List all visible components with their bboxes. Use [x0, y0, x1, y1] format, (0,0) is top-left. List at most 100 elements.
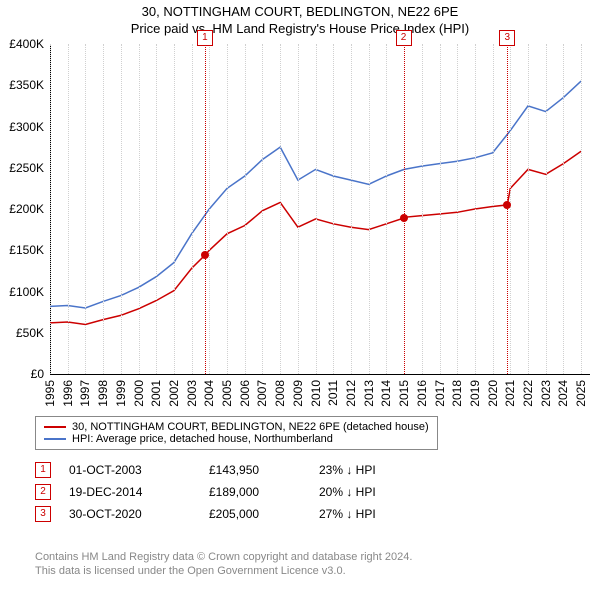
x-gridline	[546, 44, 547, 374]
events-table-row: 2 19-DEC-2014£189,00020% ↓ HPI	[35, 484, 429, 500]
x-gridline	[528, 44, 529, 374]
x-tick-label: 2016	[415, 380, 429, 407]
x-gridline	[475, 44, 476, 374]
x-tick-label: 2000	[132, 380, 146, 407]
event-price: £143,950	[209, 463, 319, 477]
events-table: 1 01-OCT-2003£143,95023% ↓ HPI 2 19-DEC-201…	[35, 462, 429, 528]
legend-swatch	[44, 438, 66, 440]
legend-label: HPI: Average price, detached house, Nort…	[72, 433, 333, 445]
x-tick-label: 2010	[309, 380, 323, 407]
x-gridline	[85, 44, 86, 374]
x-gridline	[262, 44, 263, 374]
x-gridline	[68, 44, 69, 374]
x-tick-label: 2001	[149, 380, 163, 407]
x-gridline	[280, 44, 281, 374]
x-gridline	[369, 44, 370, 374]
event-price: £205,000	[209, 507, 319, 521]
x-gridline	[581, 44, 582, 374]
x-tick-label: 2014	[379, 380, 393, 407]
x-tick-label: 2006	[238, 380, 252, 407]
event-vline	[507, 44, 508, 374]
x-gridline	[50, 44, 51, 374]
x-gridline	[316, 44, 317, 374]
chart-series-svg	[50, 44, 590, 374]
x-gridline	[351, 44, 352, 374]
x-tick-label: 2003	[185, 380, 199, 407]
x-gridline	[209, 44, 210, 374]
y-tick-label: £50K	[16, 326, 44, 340]
event-vline	[404, 44, 405, 374]
x-gridline	[103, 44, 104, 374]
x-gridline	[563, 44, 564, 374]
event-date: 01-OCT-2003	[69, 463, 209, 477]
event-number-box: 1	[197, 30, 213, 46]
x-tick-label: 2019	[468, 380, 482, 407]
footer-line-2: This data is licensed under the Open Gov…	[35, 564, 412, 578]
x-gridline	[227, 44, 228, 374]
event-number-box: 3	[499, 30, 515, 46]
chart-footer: Contains HM Land Registry data © Crown c…	[35, 550, 412, 579]
x-gridline	[457, 44, 458, 374]
legend-item: 30, NOTTINGHAM COURT, BEDLINGTON, NE22 6…	[44, 421, 429, 433]
x-gridline	[121, 44, 122, 374]
x-tick-label: 1997	[78, 380, 92, 407]
x-tick-label: 2018	[450, 380, 464, 407]
legend-swatch	[44, 426, 66, 428]
footer-line-1: Contains HM Land Registry data © Crown c…	[35, 550, 412, 564]
x-tick-label: 2017	[433, 380, 447, 407]
x-tick-label: 2011	[326, 380, 340, 406]
x-tick-label: 2012	[344, 380, 358, 407]
events-table-row: 330-OCT-2020£205,00027% ↓ HPI	[35, 506, 429, 522]
x-tick-label: 2022	[521, 380, 535, 407]
event-vline	[205, 44, 206, 374]
event-diff: 27% ↓ HPI	[319, 507, 429, 521]
x-tick-label: 2007	[255, 380, 269, 407]
x-tick-label: 1999	[114, 380, 128, 407]
y-tick-label: £0	[31, 367, 44, 381]
y-tick-label: £250K	[9, 161, 44, 175]
x-gridline	[333, 44, 334, 374]
x-tick-label: 1998	[96, 380, 110, 407]
legend-item: HPI: Average price, detached house, Nort…	[44, 433, 429, 445]
x-gridline	[510, 44, 511, 374]
event-number-box: 1	[35, 462, 51, 478]
event-number-box: 2	[396, 30, 412, 46]
y-tick-label: £200K	[9, 202, 44, 216]
title-line-1: 30, NOTTINGHAM COURT, BEDLINGTON, NE22 6…	[0, 4, 600, 19]
x-tick-label: 2004	[202, 380, 216, 407]
x-axis-line	[50, 374, 590, 375]
event-price: £189,000	[209, 485, 319, 499]
x-gridline	[139, 44, 140, 374]
x-tick-label: 2005	[220, 380, 234, 407]
chart-legend: 30, NOTTINGHAM COURT, BEDLINGTON, NE22 6…	[35, 416, 438, 450]
event-date: 30-OCT-2020	[69, 507, 209, 521]
event-diff: 23% ↓ HPI	[319, 463, 429, 477]
y-tick-label: £300K	[9, 120, 44, 134]
event-date: 19-DEC-2014	[69, 485, 209, 499]
event-marker-dot	[503, 201, 511, 209]
x-tick-label: 2020	[486, 380, 500, 407]
x-gridline	[386, 44, 387, 374]
x-tick-label: 1995	[43, 380, 57, 407]
event-diff: 20% ↓ HPI	[319, 485, 429, 499]
y-tick-label: £150K	[9, 243, 44, 257]
event-marker-dot	[400, 214, 408, 222]
chart-plot-area: £0£50K£100K£150K£200K£250K£300K£350K£400…	[50, 44, 590, 374]
x-gridline	[298, 44, 299, 374]
x-tick-label: 2024	[556, 380, 570, 407]
x-gridline	[192, 44, 193, 374]
legend-label: 30, NOTTINGHAM COURT, BEDLINGTON, NE22 6…	[72, 421, 429, 433]
x-tick-label: 2008	[273, 380, 287, 407]
x-gridline	[422, 44, 423, 374]
x-tick-label: 2025	[574, 380, 588, 407]
y-tick-label: £400K	[9, 37, 44, 51]
x-tick-label: 2023	[539, 380, 553, 407]
x-tick-label: 2013	[362, 380, 376, 407]
x-tick-label: 2009	[291, 380, 305, 407]
x-gridline	[245, 44, 246, 374]
x-tick-label: 1996	[61, 380, 75, 407]
x-gridline	[174, 44, 175, 374]
y-tick-label: £350K	[9, 78, 44, 92]
x-gridline	[440, 44, 441, 374]
event-number-box: 2	[35, 484, 51, 500]
